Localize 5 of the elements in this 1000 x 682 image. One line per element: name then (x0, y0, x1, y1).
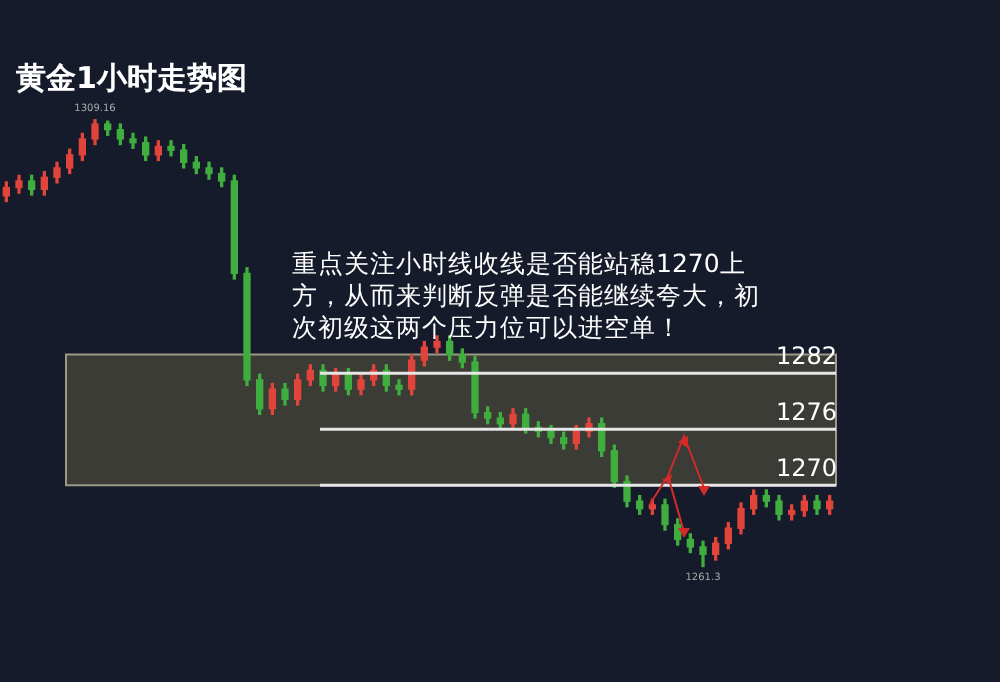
ref-line-label: 1270 (776, 453, 838, 482)
ref-line-label: 1282 (776, 341, 838, 370)
chart-title: 黄金1小时走势图 (16, 60, 247, 98)
ref-line-label: 1276 (776, 397, 838, 426)
annotation: 重点关注小时线收线是否能站稳1270上方，从而来判断反弹是否能继续夸大，初次初级这两个压力位可以进空单！ (292, 248, 762, 344)
